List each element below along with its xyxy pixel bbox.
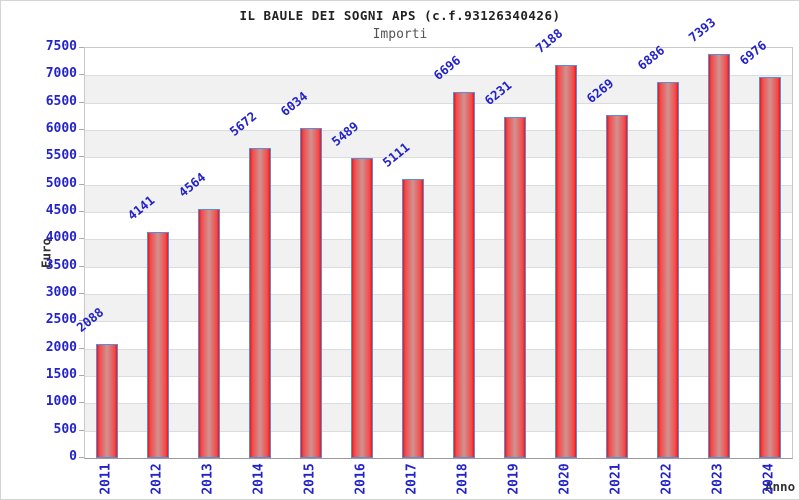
bar-2023 [708,53,730,458]
y-tick-mark [79,238,84,240]
y-tick-mark [79,457,84,458]
bar-2017 [402,178,424,458]
x-tick-label: 2024 [761,463,777,495]
bar-2013 [198,208,220,458]
x-tick-label: 2012 [149,463,165,495]
bar-2022 [657,81,679,458]
gridline [85,266,792,268]
bar-2016 [351,157,373,458]
y-tick-mark [79,347,84,349]
y-tick-label: 2000 [45,339,77,355]
y-tick-mark [79,320,84,322]
x-tick-label: 2014 [251,463,267,495]
x-tick-label: 2013 [200,463,216,495]
plot-area [84,47,793,459]
gridline [85,102,792,104]
plot-band [85,294,792,322]
y-tick-mark [79,74,84,76]
x-tick-label: 2020 [557,463,573,495]
y-tick-label: 3500 [45,257,77,273]
x-tick-label: 2011 [98,463,114,495]
bar-2011 [96,343,118,458]
bar-2019 [504,117,526,458]
gridline [85,212,792,213]
chart-subtitle: Importi [372,27,428,42]
y-tick-mark [79,211,84,212]
y-tick-label: 500 [53,421,77,437]
gridline [85,321,792,323]
y-tick-mark [79,375,84,376]
gridline [85,184,792,186]
y-tick-label: 7500 [45,39,77,54]
plot-band [85,403,792,431]
gridline [85,376,792,377]
y-tick-label: 1000 [45,394,77,410]
y-tick-label: 4000 [45,230,77,246]
bar-2021 [606,115,628,458]
bar-2024 [759,76,781,458]
x-tick-label: 2015 [302,463,318,495]
x-tick-label: 2021 [608,463,624,495]
x-tick-label: 2018 [455,463,471,495]
y-tick-label: 4500 [45,203,77,218]
y-tick-label: 6000 [45,121,77,136]
y-tick-mark [79,101,84,103]
y-tick-mark [79,265,84,267]
bar-2012 [147,231,169,458]
y-tick-mark [79,47,84,48]
x-tick-label: 2016 [353,463,369,495]
gridline [85,239,792,241]
y-tick-mark [79,156,84,158]
gridline [85,75,792,77]
bar-2014 [249,147,271,458]
y-tick-mark [79,429,84,431]
y-tick-label: 2500 [45,312,77,328]
gridline [85,130,792,131]
x-tick-label: 2017 [404,463,420,495]
plot-band [85,239,792,267]
gridline [85,294,792,295]
y-tick-mark [79,293,84,294]
x-tick-label: 2023 [710,463,726,495]
y-tick-label: 6500 [45,93,77,109]
y-tick-mark [79,402,84,404]
gridline [85,403,792,405]
y-tick-mark [79,183,84,185]
y-tick-label: 1500 [45,367,77,382]
bar-2020 [555,65,577,458]
y-tick-label: 3000 [45,285,77,300]
y-tick-label: 0 [69,449,77,464]
plot-band [85,130,792,158]
bar-2015 [300,128,322,458]
gridline [85,157,792,159]
y-tick-label: 5000 [45,175,77,191]
plot-band [85,348,792,376]
y-tick-mark [79,129,84,130]
x-tick-label: 2022 [659,463,675,495]
bar-2018 [453,91,475,458]
gridline [85,348,792,350]
gridline [85,430,792,432]
y-tick-label: 7000 [45,66,77,82]
x-tick-label: 2019 [506,463,522,495]
chart-title: IL BAULE DEI SOGNI APS (c.f.93126340426) [239,8,561,23]
y-tick-label: 5500 [45,148,77,164]
x-axis-title: Anno [765,479,796,494]
